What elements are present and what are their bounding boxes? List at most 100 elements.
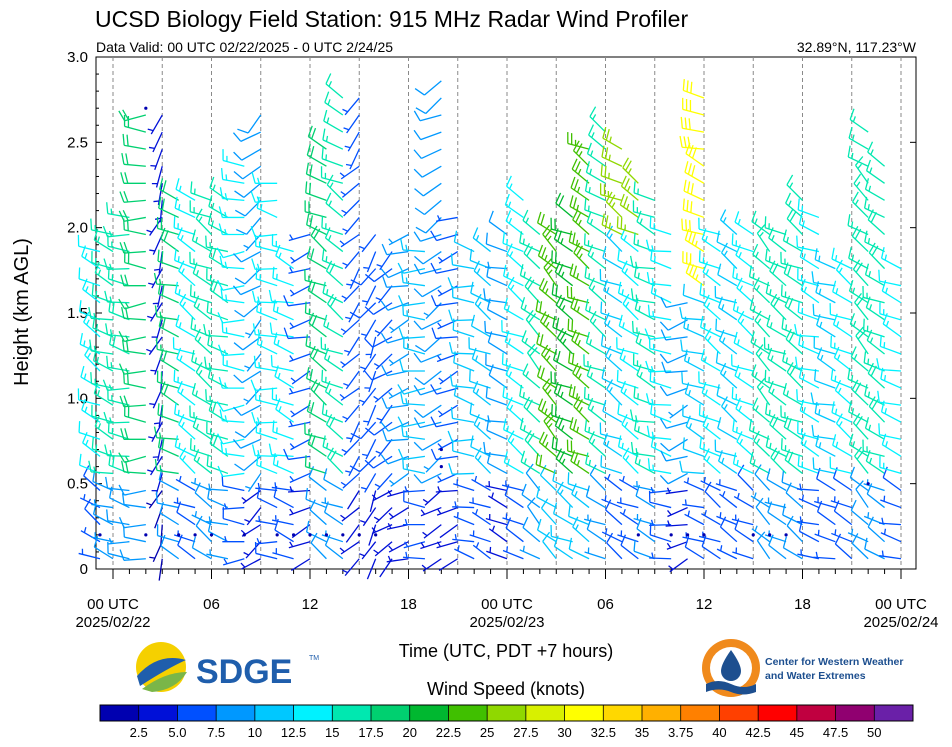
barb-shaft: [78, 278, 101, 287]
barb-full: [629, 255, 634, 268]
wind-barb: [717, 263, 738, 287]
wind-barb: [555, 192, 574, 218]
barb-full: [308, 466, 315, 478]
barb-half: [695, 274, 699, 281]
barb-full: [400, 238, 404, 251]
barb-full: [350, 432, 362, 440]
barb-full: [112, 455, 115, 467]
barb-half: [703, 323, 706, 330]
wind-barb: [617, 281, 639, 304]
barb-shaft: [78, 399, 101, 406]
wind-barb: [604, 345, 623, 372]
barb-shaft: [365, 285, 377, 306]
wind-barb: [189, 284, 212, 304]
wind-barb: [750, 492, 771, 509]
wind-barb: [879, 517, 902, 526]
barb-full: [162, 317, 166, 329]
barb-half: [178, 322, 182, 329]
wind-barb: [191, 536, 212, 560]
barb-half: [735, 426, 738, 433]
barb-full: [310, 146, 315, 158]
barb-full: [755, 497, 764, 508]
wind-barb: [719, 362, 738, 389]
barb-half: [437, 443, 443, 449]
barb-shaft: [855, 335, 869, 355]
colorbar-swatch: [874, 705, 914, 721]
wind-barb: [342, 97, 360, 116]
barb-full: [568, 537, 573, 550]
wind-barb: [382, 429, 409, 442]
barb-half: [687, 356, 690, 363]
barb-full: [448, 463, 453, 475]
barb-full: [797, 198, 800, 210]
barb-shaft: [246, 217, 262, 235]
barb-half: [508, 201, 512, 208]
barb-half: [342, 108, 348, 113]
calm-dot: [439, 465, 443, 469]
barb-shaft: [568, 515, 590, 526]
barb-full: [780, 438, 783, 450]
barb-full: [483, 441, 486, 454]
barb-full: [124, 274, 129, 286]
barb-full: [797, 300, 800, 313]
barb-full: [683, 179, 687, 192]
barb-shaft: [605, 509, 623, 526]
chart-subtitle-location: 32.89°N, 117.23°W: [797, 39, 917, 55]
wind-barb: [154, 305, 179, 321]
wind-barb: [190, 317, 212, 338]
barb-full: [703, 294, 710, 306]
barb-full: [866, 329, 873, 341]
barb-shaft: [470, 446, 491, 457]
wind-barb: [243, 541, 262, 559]
barb-full: [473, 260, 480, 272]
wind-barb: [179, 293, 196, 321]
wind-barb: [381, 365, 409, 377]
wind-barb: [681, 372, 705, 389]
wind-barb: [679, 460, 705, 475]
barb-shaft: [452, 506, 475, 509]
barb-shaft: [733, 495, 754, 509]
barb-half: [592, 318, 597, 325]
wind-barb: [431, 327, 458, 340]
barb-shaft: [855, 164, 869, 184]
barb-full: [647, 304, 651, 317]
wind-barb: [830, 368, 852, 389]
wind-barb: [473, 414, 492, 440]
barb-shaft: [569, 427, 590, 440]
wind-barb: [447, 277, 475, 289]
barb-shaft: [421, 472, 442, 484]
barb-half: [437, 289, 443, 295]
barb-half: [561, 305, 566, 311]
wind-barb: [630, 441, 655, 458]
wind-barb: [732, 419, 754, 440]
barb-full: [751, 210, 757, 222]
wind-barb: [618, 314, 639, 338]
barb-half: [420, 509, 426, 515]
barb-full: [732, 298, 737, 311]
wind-barb: [680, 339, 705, 355]
barb-shaft: [452, 352, 475, 355]
barb-full: [413, 352, 422, 363]
wind-barb: [552, 348, 573, 372]
wind-barb: [359, 234, 377, 253]
wind-barb: [77, 388, 101, 406]
wind-barb: [389, 319, 409, 334]
wind-barb: [644, 328, 672, 340]
barb-full: [554, 405, 557, 417]
barb-full: [350, 279, 362, 286]
barb-full: [126, 372, 129, 385]
wind-barb: [343, 114, 360, 134]
barb-shaft: [704, 491, 721, 509]
barb-full: [570, 176, 576, 188]
barb-half: [589, 372, 594, 379]
barb-half: [328, 80, 333, 87]
barb-shaft: [586, 528, 606, 543]
wind-barb: [685, 142, 705, 167]
wind-barb: [119, 191, 146, 203]
barb-half: [560, 238, 564, 244]
wind-barb: [321, 248, 344, 270]
barb-full: [413, 168, 423, 178]
barb-full: [217, 279, 224, 291]
barb-full: [485, 232, 488, 245]
barb-half: [198, 216, 203, 222]
